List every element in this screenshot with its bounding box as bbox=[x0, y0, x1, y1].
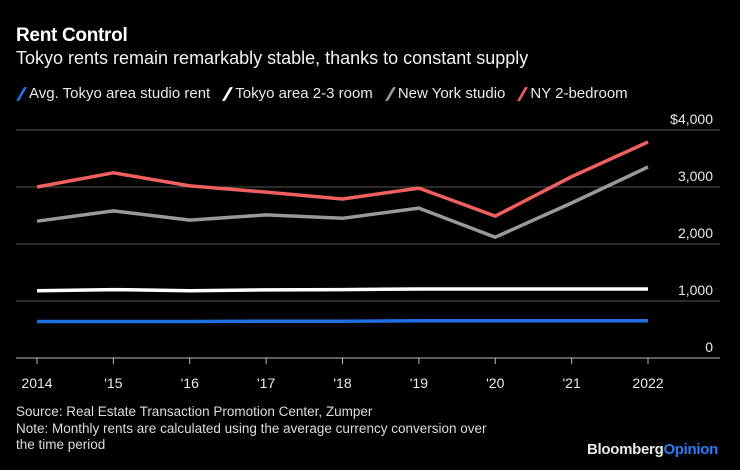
x-tick-label-2021: '21 bbox=[563, 375, 581, 391]
x-tick-label-2022: 2022 bbox=[632, 375, 663, 391]
source-text: Source: Real Estate Transaction Promotio… bbox=[16, 404, 373, 419]
x-tick-label-2016: '16 bbox=[181, 375, 199, 391]
series-line-ny-2-bedroom bbox=[36, 140, 649, 218]
x-tick-label-2020: '20 bbox=[486, 375, 504, 391]
x-tick-label-2015: '15 bbox=[104, 375, 122, 391]
chart-title: Rent Control bbox=[16, 25, 128, 46]
y-tick-label-1000: 1,000 bbox=[678, 282, 713, 298]
footer-notes: Source: Real Estate Transaction Promotio… bbox=[16, 404, 487, 454]
chart-subtitle: Tokyo rents remain remarkably stable, th… bbox=[16, 48, 529, 68]
legend-item-tokyo-2-3-room: Tokyo area 2-3 room bbox=[222, 85, 373, 102]
x-tick-label-2017: '17 bbox=[257, 375, 275, 391]
series-line-tokyo-studio bbox=[37, 318, 648, 324]
series-line-tokyo-2-3-room bbox=[36, 287, 648, 293]
legend-label-ny-2-bedroom: NY 2-bedroom bbox=[530, 85, 628, 102]
legend-item-ny-2-bedroom: NY 2-bedroom bbox=[517, 85, 628, 102]
legend: Avg. Tokyo area studio rent Tokyo area 2… bbox=[15, 85, 628, 102]
x-tick-label-2018: '18 bbox=[333, 375, 351, 391]
y-tick-label-0: 0 bbox=[705, 339, 713, 355]
y-tick-label-3000: 3,000 bbox=[678, 168, 713, 184]
y-tick-label-2000: 2,000 bbox=[678, 225, 713, 241]
brand-opinion: Opinion bbox=[663, 441, 718, 458]
bloomberg-opinion-logo: BloombergOpinion bbox=[587, 441, 718, 458]
note-text-line-1: Note: Monthly rents are calculated using… bbox=[16, 420, 487, 436]
legend-item-ny-studio: New York studio bbox=[384, 85, 506, 102]
brand-bloomberg: Bloomberg bbox=[586, 441, 664, 458]
series-line-ny-studio bbox=[36, 165, 649, 239]
legend-item-tokyo-studio: Avg. Tokyo area studio rent bbox=[15, 85, 211, 102]
legend-label-tokyo-studio: Avg. Tokyo area studio rent bbox=[29, 85, 211, 102]
legend-label-tokyo-2-3-room: Tokyo area 2-3 room bbox=[235, 85, 373, 102]
note-text-line-2: the time period bbox=[16, 437, 106, 452]
legend-label-ny-studio: New York studio bbox=[397, 85, 506, 102]
y-tick-label-4000: $4,000 bbox=[670, 111, 713, 127]
x-tick-label-2019: '19 bbox=[410, 375, 428, 391]
x-tick-label-2014: 2014 bbox=[21, 375, 52, 391]
